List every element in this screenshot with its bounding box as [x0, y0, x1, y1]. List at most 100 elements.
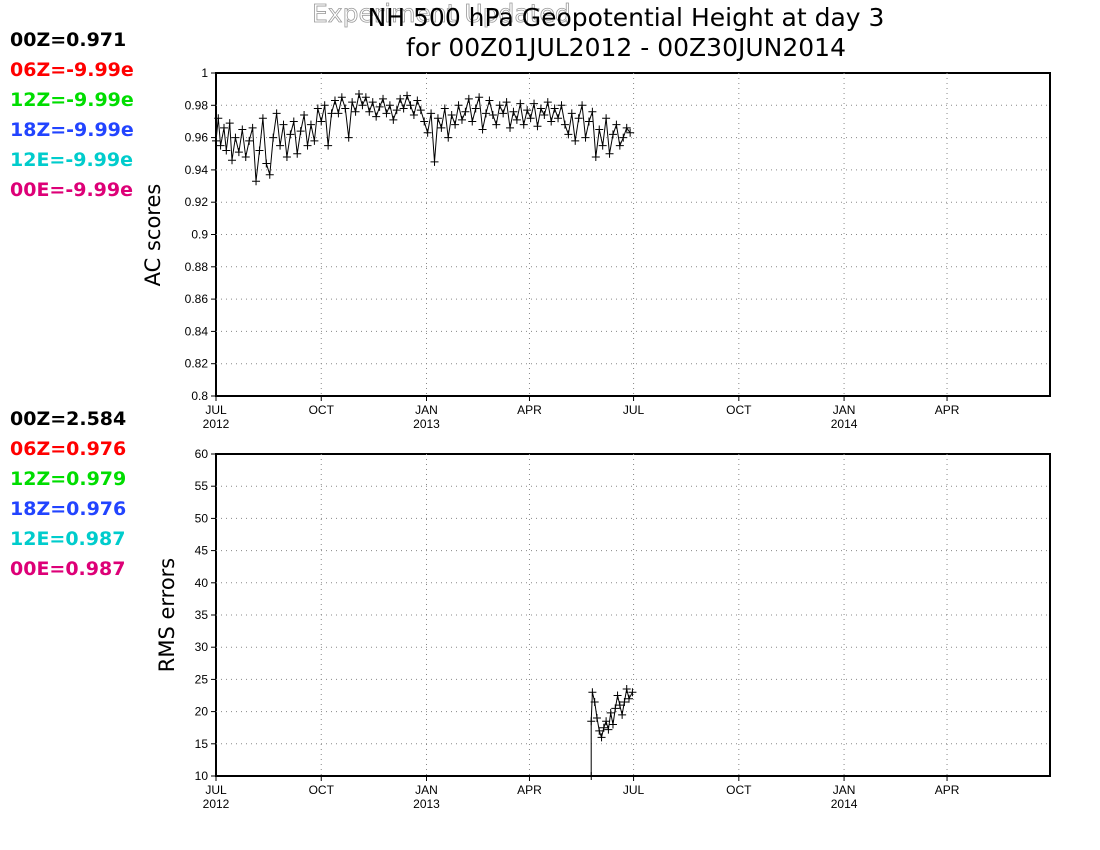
ac-stat-18z: 18Z=-9.99e	[10, 119, 134, 141]
ac-data-point-00z	[509, 107, 518, 116]
rms-x-tick-label: APR	[935, 783, 960, 797]
rms-y-tick-label: 20	[195, 705, 209, 719]
ac-data-point-00z	[591, 152, 600, 161]
ac-data-point-00z	[464, 94, 473, 103]
ac-y-tick-label: 0.96	[185, 131, 209, 145]
ac-data-point-00z	[392, 106, 401, 115]
ac-data-point-00z	[279, 120, 288, 129]
rms-y-tick-label: 50	[195, 511, 209, 525]
rms-y-tick-label: 15	[195, 737, 209, 751]
ac-x-tick-label: JUL	[623, 403, 645, 417]
rms-x-tick-label: JUL	[623, 783, 645, 797]
ac-data-point-00z	[550, 104, 559, 113]
ac-data-point-00z	[530, 99, 539, 108]
ac-data-point-00z	[526, 114, 535, 123]
ac-data-point-00z	[403, 91, 412, 100]
ac-x-tick-label: JAN	[833, 403, 856, 417]
ac-data-point-00z	[300, 110, 309, 119]
ac-data-point-00z	[626, 128, 635, 137]
ac-data-point-00z	[622, 123, 631, 132]
ac-data-point-00z	[495, 101, 504, 110]
rms-stat-00e: 00E=0.987	[10, 558, 125, 580]
ac-data-point-00z	[574, 114, 583, 123]
ac-x-tick-label: JAN	[415, 403, 438, 417]
ac-y-tick-label: 0.86	[185, 292, 209, 306]
ac-data-point-00z	[461, 107, 470, 116]
ac-data-point-00z	[451, 120, 460, 129]
ac-data-point-00z	[296, 127, 305, 136]
rms-stat-12z: 12Z=0.979	[10, 468, 126, 490]
ac-data-point-00z	[457, 115, 466, 124]
ac-data-point-00z	[389, 115, 398, 124]
ac-data-point-00z	[214, 114, 223, 123]
ac-x-tick-label: OCT	[309, 403, 335, 417]
ac-data-point-00z	[485, 96, 494, 105]
ac-data-point-00z	[344, 133, 353, 142]
ac-y-tick-label: 0.84	[185, 324, 209, 338]
ac-stat-12e: 12E=-9.99e	[10, 149, 133, 171]
rms-data-point-00z	[602, 717, 611, 726]
ac-data-point-00z	[269, 133, 278, 142]
ac-data-point-00z	[348, 98, 357, 107]
rms-data-point-00z	[587, 717, 596, 726]
stats-legend: 00Z=0.971 06Z=-9.99e 12Z=-9.99e 18Z=-9.99e 1…	[10, 29, 134, 580]
ac-data-point-00z	[351, 107, 360, 116]
rms-y-tick-label: 25	[195, 672, 209, 686]
ac-data-point-00z	[368, 98, 377, 107]
ac-data-point-00z	[234, 148, 243, 157]
ac-data-point-00z	[220, 123, 229, 132]
ac-data-point-00z	[567, 109, 576, 118]
rms-data-point-00z	[590, 697, 599, 706]
ac-data-point-00z	[396, 94, 405, 103]
rms-x-tick-label: JAN	[833, 783, 856, 797]
ac-data-point-00z	[560, 120, 569, 129]
ac-data-point-00z	[310, 136, 319, 145]
ac-data-point-00z	[330, 96, 339, 105]
ac-data-point-00z	[588, 107, 597, 116]
ac-data-point-00z	[334, 109, 343, 118]
ac-data-point-00z	[358, 101, 367, 110]
ac-data-point-00z	[554, 114, 563, 123]
rms-y-tick-label: 60	[195, 447, 209, 461]
rms-stat-12e: 12E=0.987	[10, 528, 125, 550]
rms-stat-06z: 06Z=0.976	[10, 438, 126, 460]
ac-data-point-00z	[382, 109, 391, 118]
ac-stat-00z: 00Z=0.971	[10, 29, 126, 51]
ac-data-point-00z	[265, 170, 274, 179]
ac-data-point-00z	[245, 136, 254, 145]
ac-data-point-00z	[248, 123, 257, 132]
ac-data-point-00z	[602, 114, 611, 123]
ac-data-point-00z	[212, 136, 220, 145]
ac-data-point-00z	[313, 104, 322, 113]
ac-data-point-00z	[475, 93, 484, 102]
rms-data-point-00z	[620, 697, 629, 706]
ac-data-point-00z	[468, 117, 477, 126]
rms-x-tick-label: JAN	[415, 783, 438, 797]
ac-y-axis-label: AC scores	[141, 184, 165, 287]
ac-data-point-00z	[282, 152, 291, 161]
ac-data-point-00z	[512, 115, 521, 124]
ac-data-point-00z	[478, 125, 487, 134]
ac-x-tick-label: OCT	[726, 403, 752, 417]
rms-x-tick-year: 2013	[413, 797, 440, 811]
ac-data-point-00z	[222, 146, 231, 155]
ac-data-point-00z	[258, 114, 267, 123]
ac-y-tick-label: 0.92	[185, 195, 209, 209]
ac-data-point-00z	[578, 101, 587, 110]
ac-data-point-00z	[547, 117, 556, 126]
rms-x-tick-label: OCT	[726, 783, 752, 797]
ac-data-point-00z	[341, 104, 350, 113]
rms-data-point-00z	[599, 723, 608, 732]
ac-x-tick-year: 2014	[831, 417, 858, 431]
rms-y-axis-label: RMS errors	[155, 558, 179, 673]
ac-data-point-00z	[355, 89, 364, 98]
rms-x-tick-label: JUL	[205, 783, 227, 797]
ac-data-point-00z	[492, 120, 501, 129]
ac-data-point-00z	[293, 149, 302, 158]
ac-data-point-00z	[276, 141, 285, 150]
ac-data-point-00z	[406, 101, 415, 110]
ac-data-point-00z	[598, 141, 607, 150]
ac-data-point-00z	[413, 96, 422, 105]
ac-data-point-00z	[571, 136, 580, 145]
rms-data-point-00z	[606, 708, 615, 717]
